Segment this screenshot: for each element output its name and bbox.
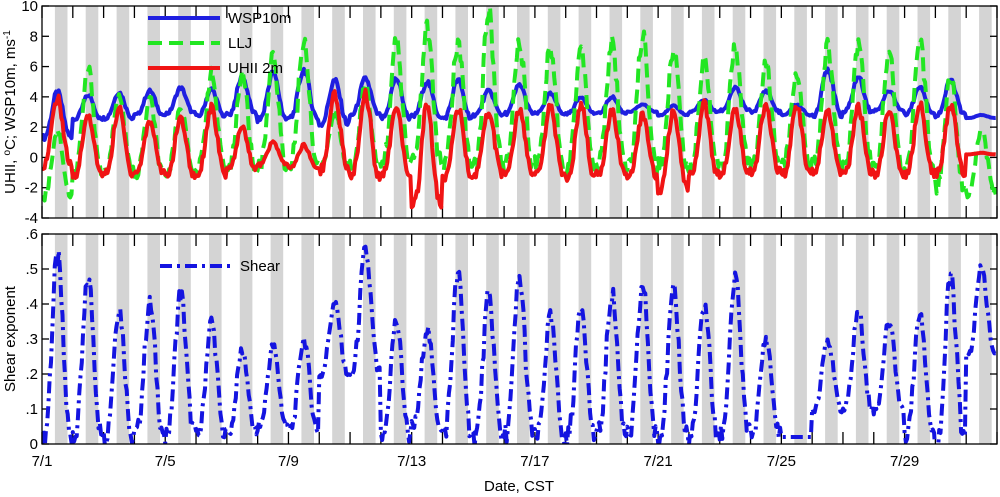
night-band (794, 234, 807, 444)
night-band (486, 6, 499, 218)
night-band (855, 6, 869, 218)
night-band (547, 234, 561, 444)
x-tick-labels: 7/1 7/5 7/9 7/13 7/17 7/21 7/25 7/29 (32, 453, 920, 470)
x-tick-label: 7/1 (32, 453, 53, 470)
y-tick-label: 8 (30, 28, 38, 45)
y-tick-label: 0 (30, 436, 38, 453)
x-tick-label: 7/25 (767, 453, 796, 470)
x-tick-label: 7/17 (520, 453, 549, 470)
y-tick-label: .2 (25, 366, 38, 383)
night-band (855, 234, 869, 444)
night-band (301, 6, 314, 218)
x-axis-label: Date, CST (484, 478, 554, 495)
bottom-y-tick-labels: 0 .1 .2 .3 .4 .5 .6 (25, 226, 38, 453)
legend-label: UHII 2m (228, 60, 283, 77)
night-band (517, 234, 530, 444)
top-y-axis-label: UHII, oC; WSP10m, ms-1 (2, 30, 20, 194)
y-tick-label: 4 (30, 89, 38, 106)
night-band (979, 234, 992, 444)
bottom-panel: 0.1.2.3.4.5.6 Shear exponent Shear 7/1 7/… (2, 226, 998, 470)
night-band (609, 6, 623, 218)
night-band (825, 234, 838, 444)
x-tick-label: 7/29 (890, 453, 919, 470)
legend-label: LLJ (228, 35, 252, 52)
night-band (239, 6, 253, 218)
x-tick-label: 7/13 (397, 453, 426, 470)
y-tick-label: 0 (30, 149, 38, 166)
y-tick-label: .4 (25, 296, 38, 313)
bottom-plot-frame (41, 233, 998, 445)
y-tick-label: -2 (25, 180, 38, 197)
bottom-legend: Shear (160, 258, 280, 275)
night-band (640, 6, 653, 218)
night-band (455, 234, 468, 444)
night-band (363, 234, 376, 444)
x-tick-label: 7/21 (644, 453, 673, 470)
series-line-wsp10m (42, 66, 997, 142)
bottom-series (42, 244, 997, 444)
top-panel: -4 -2 0 2 4 6 8 10 UHII, oC; WSP10m, ms-1 WSP10… (2, 0, 998, 227)
night-band (301, 234, 314, 444)
y-tick-label: .3 (25, 331, 38, 348)
night-band (486, 234, 499, 444)
top-y-tick-labels: -4 -2 0 2 4 6 8 10 (21, 0, 38, 227)
y-tick-label: -4 (25, 210, 38, 227)
night-band (979, 6, 992, 218)
series-line-shear (42, 244, 997, 444)
y-tick-label: 6 (30, 59, 38, 76)
top-legend: WSP10m LLJ UHII 2m (148, 10, 291, 77)
bottom-y-axis-label: Shear exponent (2, 285, 19, 392)
night-band (270, 6, 284, 218)
top-plot-frame (41, 5, 998, 219)
y-tick-label: .1 (25, 401, 38, 418)
x-tick-label: 7/5 (155, 453, 176, 470)
y-tick-label: .5 (25, 261, 38, 278)
top-series (42, 6, 997, 210)
x-tick-label: 7/9 (278, 453, 299, 470)
legend-label: WSP10m (228, 10, 291, 27)
legend-label: Shear (240, 258, 280, 275)
y-tick-label: .6 (25, 226, 38, 243)
y-tick-label: 10 (21, 0, 38, 15)
series-line-uhii-2m (42, 87, 997, 210)
night-band (147, 6, 160, 218)
night-band (886, 234, 900, 444)
y-tick-label: 2 (30, 119, 38, 136)
night-band (332, 234, 345, 444)
